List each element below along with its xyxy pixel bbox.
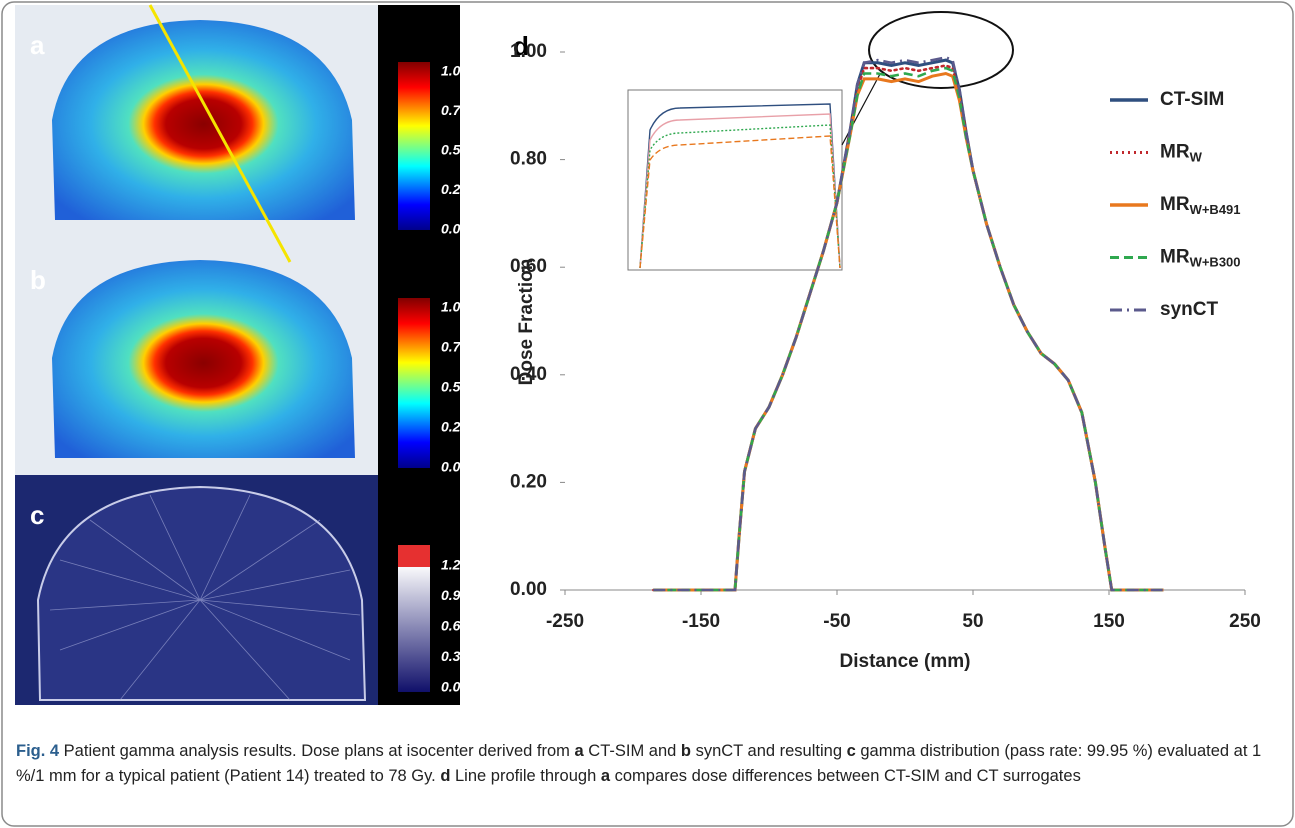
legend-label: CT-SIM — [1160, 89, 1224, 110]
colorbar-label: 0.60 — [441, 618, 468, 634]
x-tick-label: 250 — [1229, 611, 1261, 632]
caption-text: Patient gamma analysis results. Dose pla… — [59, 742, 574, 760]
caption-text: d — [440, 767, 450, 785]
legend-name: MR — [1160, 247, 1190, 268]
colorbar-label: 0.75 — [441, 339, 468, 355]
legend-name: MR — [1160, 194, 1190, 215]
colorbar-label: 0.50 — [441, 142, 468, 158]
panel-label: c — [30, 500, 44, 530]
colorbar-label: 1.00 — [441, 299, 468, 315]
colorbar-label: 1.20 — [441, 557, 468, 573]
colorbar-label: 0.00 — [441, 459, 468, 475]
inset-box — [628, 90, 842, 270]
caption-text: compares dose differences between CT-SIM… — [610, 767, 1081, 785]
caption-text: a — [575, 742, 584, 760]
legend-label: MRW+B491 — [1160, 194, 1241, 217]
panel-label: a — [30, 30, 45, 60]
legend-subscript: W — [1190, 150, 1203, 165]
colorbar-label: 0.25 — [441, 419, 468, 435]
y-tick-label: 0.00 — [510, 579, 547, 600]
colorbar-high — [398, 545, 430, 567]
legend-label: MRW — [1160, 142, 1203, 165]
x-tick-label: -250 — [546, 611, 584, 632]
x-tick-label: -150 — [682, 611, 720, 632]
legend-name: synCT — [1160, 299, 1218, 320]
legend-label: MRW+B300 — [1160, 247, 1241, 270]
caption-text: c — [847, 742, 856, 760]
caption-text: Line profile through — [450, 767, 600, 785]
caption-text: synCT and resulting — [691, 742, 847, 760]
legend-subscript: W+B300 — [1190, 255, 1241, 270]
colorbar-label: 1.00 — [441, 63, 468, 79]
caption-text: a — [601, 767, 610, 785]
colorbar-label: 0.75 — [441, 102, 468, 118]
x-tick-label: 150 — [1093, 611, 1125, 632]
x-tick-label: -50 — [823, 611, 850, 632]
y-tick-label: 0.80 — [510, 149, 547, 170]
x-axis-title: Distance (mm) — [840, 651, 971, 672]
legend-name: MR — [1160, 142, 1190, 163]
x-tick-label: 50 — [962, 611, 983, 632]
caption-text: b — [681, 742, 691, 760]
y-tick-label: 0.20 — [510, 471, 547, 492]
colorbar-label: 0.50 — [441, 379, 468, 395]
page: {"panels":[ {"label":"a","colorbar":["1.… — [0, 0, 1295, 828]
caption-text: Fig. 4 — [16, 742, 59, 760]
y-tick-label: 1.00 — [510, 41, 547, 62]
figure: d Distance (mm) Dose Fraction a1.000.750… — [0, 0, 1295, 828]
colorbar-label: 0.00 — [441, 679, 468, 695]
colorbar-label: 0.30 — [441, 648, 468, 664]
legend-name: CT-SIM — [1160, 89, 1224, 110]
colorbar — [398, 298, 430, 468]
legend-subscript: W+B491 — [1190, 202, 1241, 217]
legend-label: synCT — [1160, 299, 1218, 320]
caption: Fig. 4 Patient gamma analysis results. D… — [16, 739, 1281, 789]
colorbar-label: 0.25 — [441, 181, 468, 197]
y-tick-label: 0.40 — [510, 364, 547, 385]
y-tick-label: 0.60 — [510, 256, 547, 277]
colorbar-label: 0.90 — [441, 587, 468, 603]
caption-text: CT-SIM and — [584, 742, 681, 760]
colorbar — [398, 564, 430, 692]
panel-label: b — [30, 265, 46, 295]
colorbar-label: 0.00 — [441, 221, 468, 237]
colorbar — [398, 62, 430, 230]
